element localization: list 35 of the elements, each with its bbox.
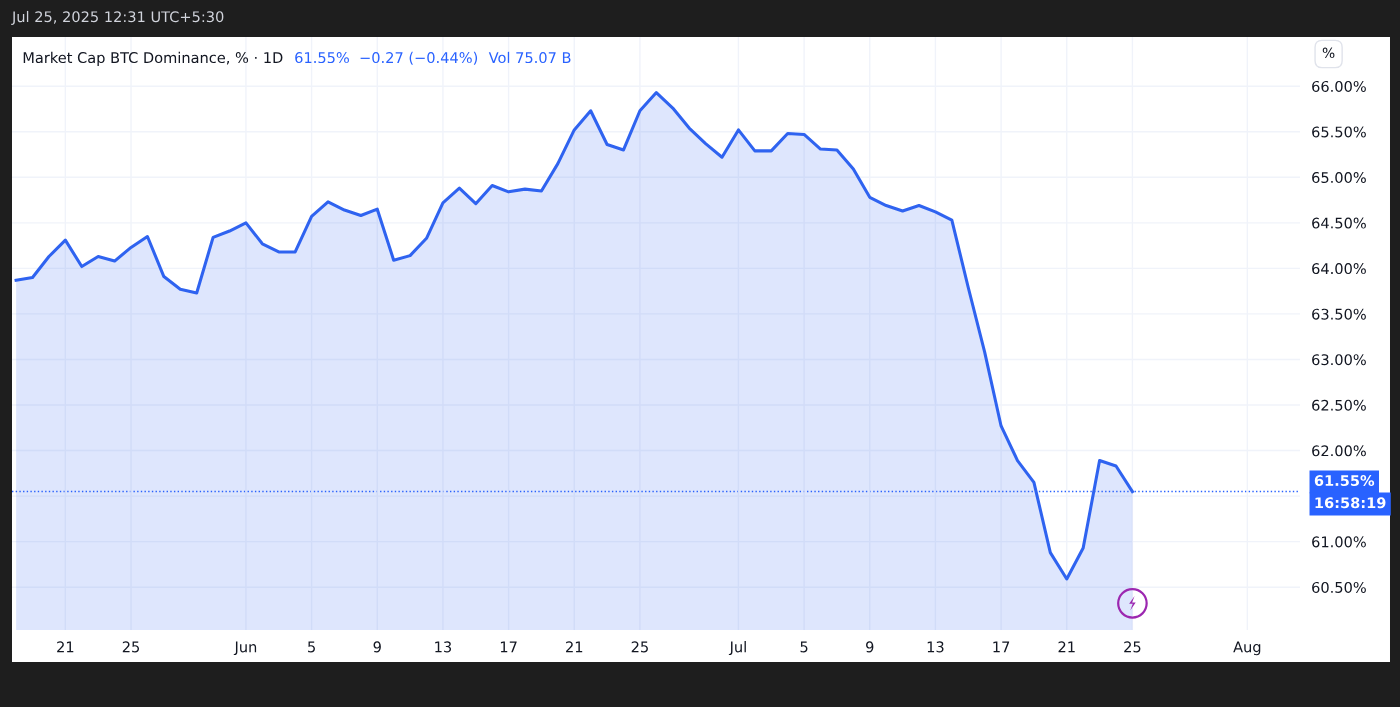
y-tick-label: 65.50% xyxy=(1312,126,1366,138)
text: 16:58:19 xyxy=(1315,497,1386,509)
y-tick-label: 64.50% xyxy=(1312,217,1366,229)
y-tick-label: 66.00% xyxy=(1312,80,1366,92)
text: % xyxy=(1322,47,1335,59)
x-tick-label: 17 xyxy=(993,641,1010,653)
annotation: Vol 75.07 B xyxy=(488,51,571,64)
x-tick-label: 9 xyxy=(373,641,381,653)
x-tick-label: 5 xyxy=(308,641,315,653)
y-tick-label: 60.50% xyxy=(1312,581,1366,593)
x-tick-label: Jul xyxy=(728,641,746,656)
annotation: 61.55% −0.27 (−0.44%) xyxy=(295,51,478,65)
x-tick-label: 13 xyxy=(435,641,452,653)
x-tick-label: 25 xyxy=(122,641,140,653)
y-tick-label: 62.00% xyxy=(1312,445,1366,457)
x-tick-label: 25 xyxy=(631,641,648,653)
x-tick-label: 17 xyxy=(500,641,517,653)
x-tick-label: 21 xyxy=(57,641,74,653)
x-tick-label: 25 xyxy=(1124,641,1141,653)
y-tick-label: 65.00% xyxy=(1312,172,1366,184)
text: Market Cap BTC Dominance, % · 1D xyxy=(23,51,283,66)
x-tick-label: 13 xyxy=(927,641,944,653)
x-tick-label: Aug xyxy=(1233,641,1261,656)
x-tick-label: 21 xyxy=(566,641,583,653)
y-tick-label: 62.50% xyxy=(1312,399,1366,411)
y-tick-label: 63.00% xyxy=(1312,354,1366,366)
x-tick-label: 21 xyxy=(1058,641,1075,653)
x-tick-label: Jun xyxy=(233,641,257,656)
y-tick-label: 63.50% xyxy=(1312,308,1366,320)
y-tick-label: 61.00% xyxy=(1312,536,1366,548)
ref-line-label: 61.55% xyxy=(1314,475,1375,487)
x-tick-label: 9 xyxy=(866,641,874,653)
text: Jul 25, 2025 12:31 UTC+5:30 xyxy=(11,10,224,25)
x-tick-label: 5 xyxy=(800,641,808,653)
y-tick-label: 64.00% xyxy=(1312,263,1366,275)
